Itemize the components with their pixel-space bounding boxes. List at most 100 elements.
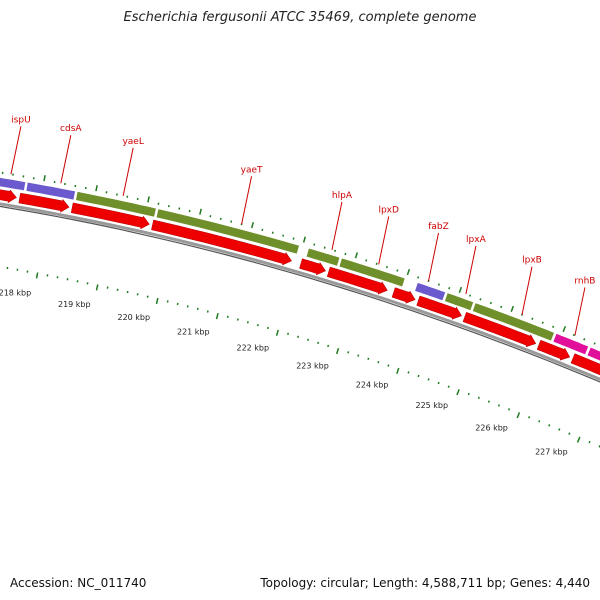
tick-dot [215,313,219,320]
gene-leader-line [331,201,343,250]
kbp-label: 221 kbp [177,328,210,337]
cds-arrow [70,202,150,230]
gene-label: fabZ [428,222,449,232]
gene-feature [305,247,341,267]
tick-dot [548,424,551,427]
gene-feature [586,346,600,362]
tick-mark [510,305,515,312]
gene-label: ispU [11,115,31,125]
tick-dot [507,408,511,411]
tick-dot [287,332,290,335]
tick-dot [335,347,340,355]
gene-feature [414,282,446,301]
tick-mark [292,237,295,240]
tick-mark [323,246,326,249]
tick-dot [246,321,249,324]
lower-cds-track [0,189,600,376]
tick-dot [538,420,541,423]
gene-leader-line [574,287,586,336]
inner-tick-dots [6,266,600,448]
tick-mark [531,317,534,320]
backbone-outer [0,202,600,381]
tick-dot [95,284,99,291]
tick-dot [206,310,209,313]
gene-leader-line [465,245,477,295]
tick-dot [297,335,300,338]
tick-dot [307,338,310,341]
tick-dot [236,318,239,321]
gene-label: lpxB [522,256,542,266]
tick-mark [147,196,150,203]
tick-mark [250,222,254,229]
tick-mark [593,342,596,345]
tick-dot [528,416,531,419]
tick-mark [469,294,472,297]
cds-arrow [326,266,388,295]
map-title: Escherichia fergusonii ATCC 35469, compl… [123,10,477,25]
kbp-scale-labels: 218 kbp 219 kbp 220 kbp 221 kbp 222 kbp 223 k… [0,289,568,457]
tick-mark [43,175,46,182]
cds-arrow [416,295,462,320]
tick-dot [357,354,360,357]
tick-dot [417,374,420,378]
upper-feature-track [0,177,600,362]
outer-tick-marks [1,171,596,345]
gene-feature [444,292,474,311]
tick-mark [437,283,440,286]
tick-mark [313,243,316,246]
tick-dot [437,381,440,385]
tick-dot [407,371,410,374]
tick-mark [458,286,463,293]
tick-dot [367,357,370,361]
tick-mark [261,228,264,232]
gene-leader-line [60,135,72,184]
kbp-label: 222 kbp [236,344,269,353]
tick-dot [35,272,39,279]
cds-arrow [462,311,537,348]
tick-dot [576,436,581,443]
cds-arrow [18,192,70,213]
tick-dot [266,326,269,330]
gene-label: yaeL [122,137,143,147]
cds-arrow [391,287,416,304]
tick-dot [226,315,229,319]
tick-dot [327,344,330,348]
gene-label: lpxA [466,235,487,245]
tick-mark [583,338,586,341]
tick-mark [230,220,233,223]
gene-label: cdsA [60,124,82,134]
tick-dot [568,432,571,435]
tick-dot [588,440,591,444]
tick-mark [271,231,274,234]
tick-mark [500,305,503,309]
gene-leader-line [10,126,22,175]
tick-dot [516,412,521,419]
tick-mark [199,208,202,215]
tick-mark [562,325,567,333]
gene-feature [0,177,27,192]
cds-arrow [0,189,17,204]
tick-dot [558,428,561,431]
tick-mark [375,262,378,265]
kbp-label: 225 kbp [415,401,448,410]
gene-feature [155,208,300,255]
tick-dot [396,367,400,374]
tick-dot [155,297,159,305]
backbone-inner [0,205,600,383]
tick-mark [396,269,399,272]
kbp-label: 219 kbp [58,300,91,309]
cds-arrow [570,353,600,376]
gene-feature [338,257,406,288]
tick-mark [417,276,420,279]
gene-label: lpxD [378,205,399,215]
gene-leader-line [122,147,134,196]
tick-mark [489,301,492,305]
tick-dot [317,341,320,345]
cds-arrow [151,219,292,266]
tick-dot [387,364,390,367]
tick-dot [256,323,259,327]
tick-mark [334,249,337,252]
tick-mark [552,325,555,328]
